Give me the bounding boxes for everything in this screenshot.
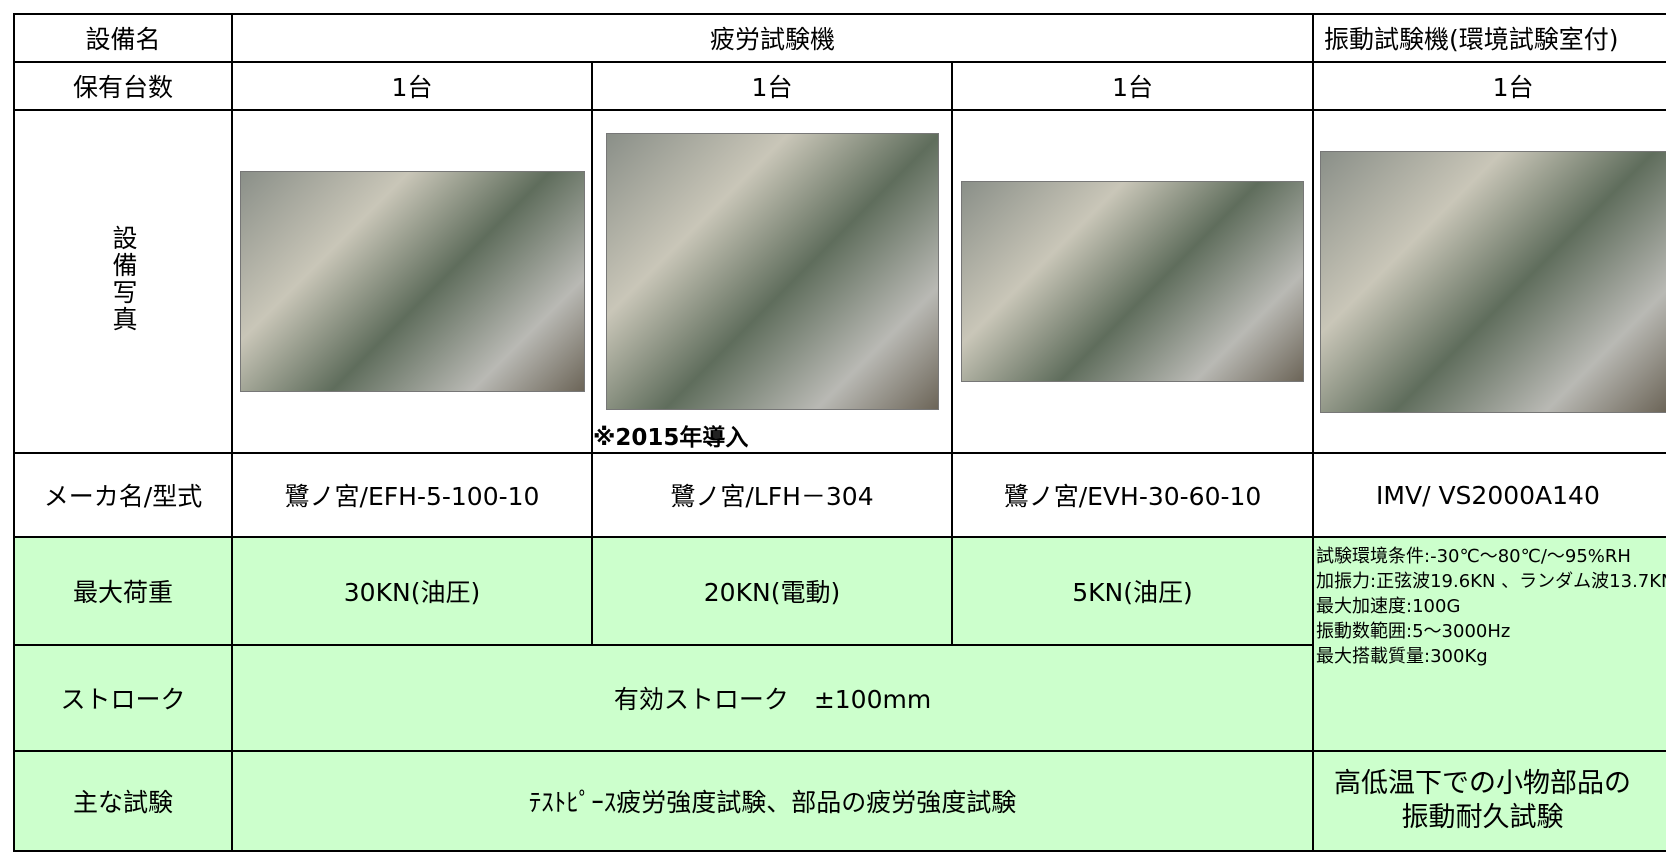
cell: 1台 [591, 61, 953, 111]
cell: 鷺ノ宮/EFH-5-100-10 [231, 452, 593, 538]
row-label: 最大荷重 [13, 536, 233, 646]
row-label: メーカ名/型式 [13, 452, 233, 538]
photo-cell [231, 109, 593, 454]
text-line: 振動耐久試験 [1401, 802, 1564, 833]
header-cell: 振動試験機(環境試験室付) [1312, 13, 1666, 63]
row-label: 保有台数 [13, 61, 233, 111]
photo [239, 171, 585, 392]
cell: ﾃｽﾄﾋﾟｰｽ疲労強度試験、部品の疲労強度試験 [230, 750, 1315, 852]
note: ※2015年導入 [593, 425, 749, 451]
cell: 1台 [950, 61, 1315, 111]
cell: 高低温下での小物部品の 振動耐久試験 [1312, 750, 1666, 852]
spec-line: 最大搭載質量:300Kg [1316, 646, 1488, 667]
spec-line: 加振力:正弦波19.6KN 、ランダム波13.7KNrms [1316, 571, 1666, 592]
spec-cell: 試験環境条件:-30℃～80℃/～95%RH 加振力:正弦波19.6KN 、ランダ… [1312, 536, 1666, 752]
cell: 1台 [1312, 61, 1666, 111]
cell: 1台 [231, 61, 593, 111]
photo [961, 181, 1305, 382]
cell: 鷺ノ宮/LFH－304 [591, 452, 953, 538]
text-line: 高低温下での小物部品の [1334, 768, 1632, 799]
header-cell: 疲労試験機 [230, 13, 1315, 63]
photo-cell [1312, 109, 1666, 454]
row-label: 設備写真 [13, 109, 233, 454]
cell: 鷺ノ宮/EVH-30-60-10 [950, 452, 1315, 538]
photo [1320, 150, 1666, 413]
cell: 30KN(油圧) [231, 536, 593, 646]
cell: 有効ストローク ±100mm [230, 644, 1315, 752]
cell: IMV/ VS2000A140 [1312, 452, 1666, 538]
row-label: ストローク [13, 644, 233, 752]
photo [605, 133, 939, 410]
photo-cell: ※2015年導入 [591, 109, 953, 454]
spec-line: 試験環境条件:-30℃～80℃/～95%RH [1316, 546, 1631, 567]
photo-cell [950, 109, 1315, 454]
vertical-label: 設備写真 [109, 224, 138, 333]
spec-line: 最大加速度:100G [1316, 596, 1461, 617]
cell: 5KN(油圧) [950, 536, 1315, 646]
row-label: 主な試験 [13, 750, 233, 852]
row-label: 設備名 [13, 13, 233, 63]
equipment-table: 設備名 疲労試験機 振動試験機(環境試験室付) 保有台数 1台 1台 1台 1台… [13, 13, 1666, 852]
cell: 20KN(電動) [591, 536, 953, 646]
spec-line: 振動数範囲:5～3000Hz [1316, 621, 1511, 642]
